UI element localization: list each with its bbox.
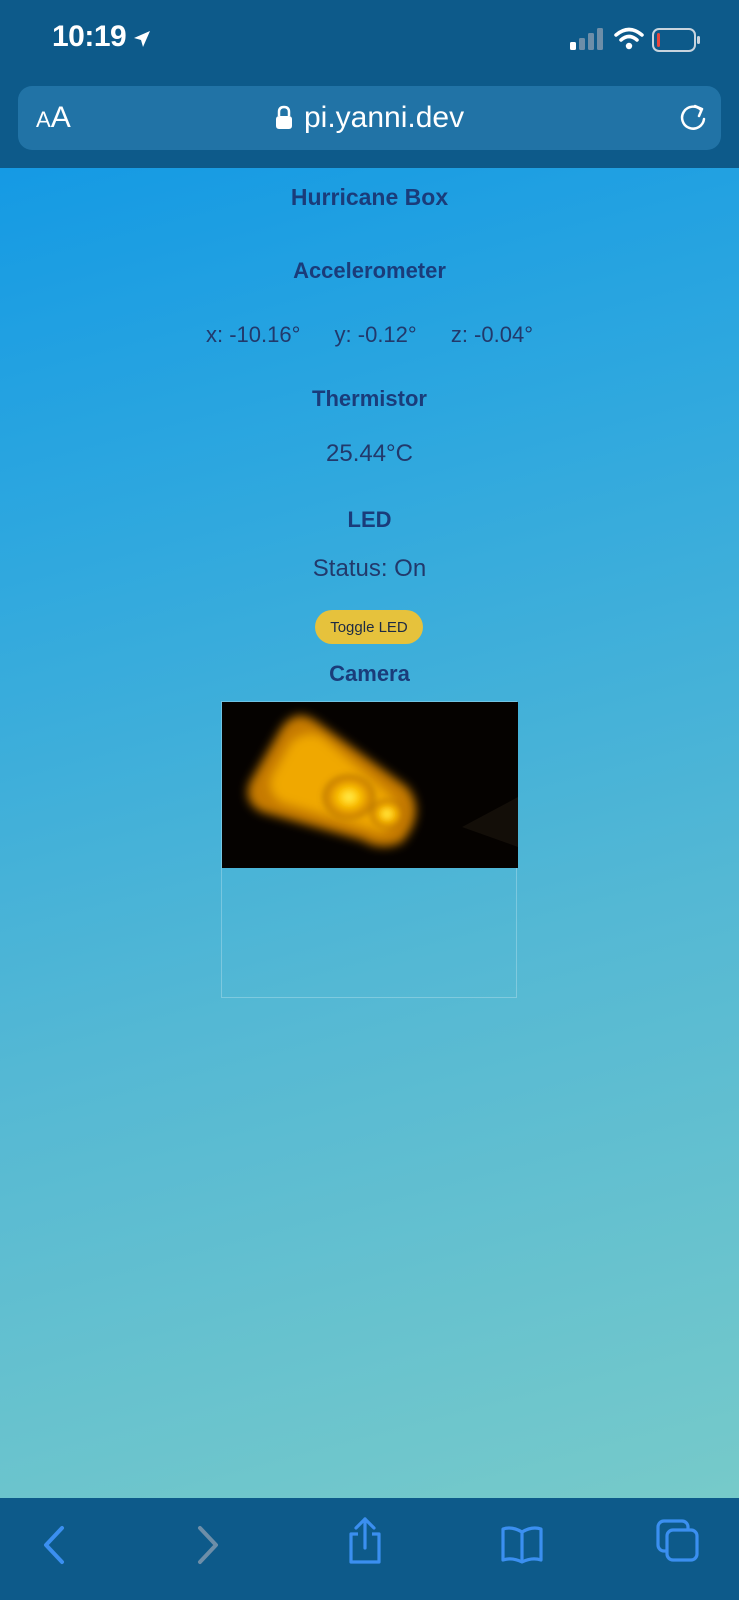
cellular-signal-icon — [570, 28, 603, 50]
accelerometer-heading: Accelerometer — [293, 258, 446, 283]
accelerometer-values: x: -10.16° y: -0.12° z: -0.04° — [0, 322, 739, 348]
thermistor-heading: Thermistor — [312, 386, 427, 411]
camera-heading: Camera — [329, 661, 410, 686]
reload-icon[interactable] — [677, 101, 709, 135]
url-bar[interactable]: AA pi.yanni.dev — [18, 86, 721, 150]
page-title: Hurricane Box — [290, 184, 449, 210]
accel-x-value: x: -10.16° — [206, 322, 301, 347]
status-time: 10:19 — [52, 20, 127, 53]
led-heading: LED — [347, 507, 392, 532]
location-arrow-icon — [134, 31, 150, 47]
toggle-led-button[interactable]: Toggle LED — [315, 610, 423, 644]
camera-frame — [221, 701, 518, 998]
thermistor-value: 25.44°C — [326, 440, 413, 467]
top-chrome: 10:19 AA pi.yanni.dev — [0, 0, 739, 168]
camera-image — [222, 702, 518, 868]
led-status: Status: On — [312, 555, 427, 582]
back-chevron-icon[interactable] — [38, 1520, 68, 1570]
bottom-toolbar — [0, 1498, 739, 1600]
tabs-icon[interactable] — [655, 1518, 701, 1564]
url-text[interactable]: pi.yanni.dev — [304, 101, 465, 134]
forward-chevron-icon[interactable] — [194, 1520, 224, 1570]
accel-z-value: z: -0.04° — [450, 322, 533, 347]
battery-low-icon — [652, 28, 700, 52]
bookmarks-icon[interactable] — [500, 1524, 544, 1564]
share-icon[interactable] — [345, 1516, 385, 1566]
lock-icon — [276, 105, 292, 129]
text-size-button[interactable]: AA — [36, 101, 71, 134]
accel-y-value: y: -0.12° — [334, 322, 417, 347]
wifi-icon — [614, 27, 644, 50]
